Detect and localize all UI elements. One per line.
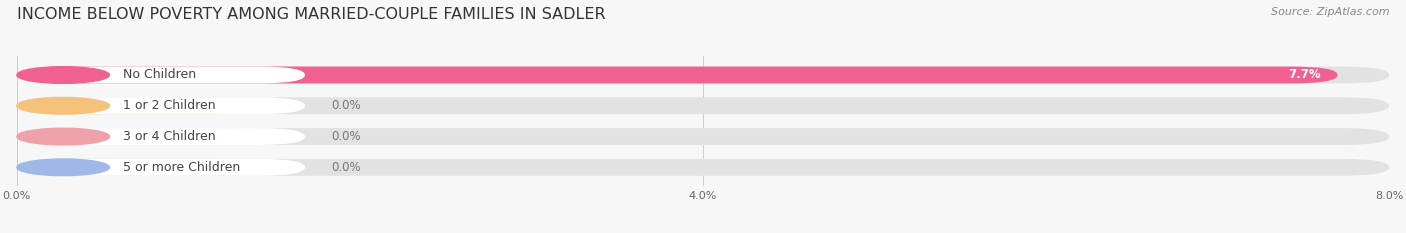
Text: 0.0%: 0.0% bbox=[330, 130, 360, 143]
Circle shape bbox=[17, 67, 110, 83]
Text: INCOME BELOW POVERTY AMONG MARRIED-COUPLE FAMILIES IN SADLER: INCOME BELOW POVERTY AMONG MARRIED-COUPL… bbox=[17, 7, 606, 22]
Circle shape bbox=[17, 128, 110, 145]
Text: 0.0%: 0.0% bbox=[330, 161, 360, 174]
FancyBboxPatch shape bbox=[17, 67, 1389, 83]
Text: 5 or more Children: 5 or more Children bbox=[124, 161, 240, 174]
Text: 3 or 4 Children: 3 or 4 Children bbox=[124, 130, 217, 143]
FancyBboxPatch shape bbox=[17, 97, 305, 114]
Text: 1 or 2 Children: 1 or 2 Children bbox=[124, 99, 217, 112]
Text: 0.0%: 0.0% bbox=[330, 99, 360, 112]
Text: 7.7%: 7.7% bbox=[1288, 69, 1320, 82]
FancyBboxPatch shape bbox=[17, 159, 262, 176]
Text: No Children: No Children bbox=[124, 69, 197, 82]
Text: Source: ZipAtlas.com: Source: ZipAtlas.com bbox=[1271, 7, 1389, 17]
FancyBboxPatch shape bbox=[17, 159, 1389, 176]
FancyBboxPatch shape bbox=[17, 128, 1389, 145]
FancyBboxPatch shape bbox=[17, 97, 262, 114]
FancyBboxPatch shape bbox=[17, 67, 305, 83]
FancyBboxPatch shape bbox=[17, 159, 305, 176]
Circle shape bbox=[17, 159, 110, 176]
FancyBboxPatch shape bbox=[17, 128, 262, 145]
FancyBboxPatch shape bbox=[17, 128, 305, 145]
Circle shape bbox=[17, 97, 110, 114]
FancyBboxPatch shape bbox=[17, 67, 1337, 83]
FancyBboxPatch shape bbox=[17, 97, 1389, 114]
